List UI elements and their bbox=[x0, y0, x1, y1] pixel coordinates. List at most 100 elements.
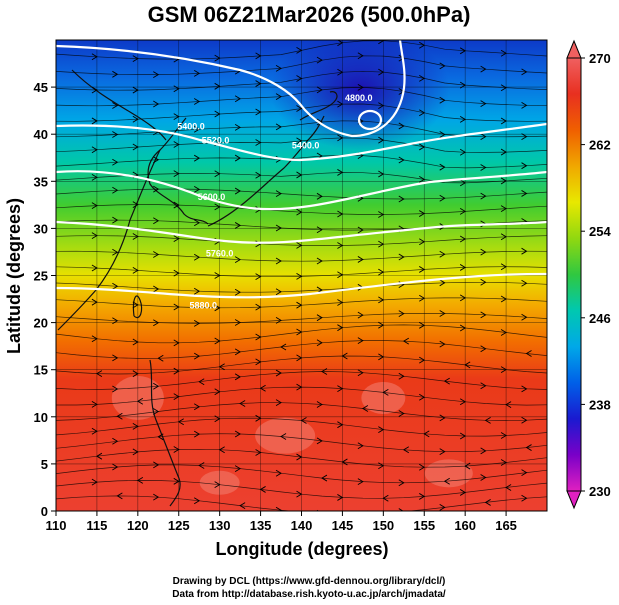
streamline-arrow bbox=[132, 423, 139, 430]
streamline-arrow bbox=[378, 102, 385, 110]
streamline-arrow bbox=[398, 508, 404, 511]
streamline bbox=[56, 87, 547, 107]
streamline-arrow bbox=[480, 133, 487, 141]
streamline-arrow bbox=[112, 216, 119, 224]
korea-coast bbox=[147, 117, 209, 225]
streamline-arrow bbox=[153, 493, 160, 501]
y-tick-label: 10 bbox=[34, 410, 48, 425]
streamline-arrow bbox=[153, 319, 160, 327]
streamline-arrow bbox=[234, 154, 241, 162]
streamline-arrow bbox=[480, 345, 487, 353]
streamline-arrow bbox=[459, 324, 467, 332]
mainland-coast bbox=[71, 69, 167, 141]
streamline-arrow bbox=[91, 427, 98, 435]
streamline-arrow bbox=[459, 398, 467, 406]
streamline bbox=[56, 495, 547, 511]
streamline-arrow bbox=[521, 101, 528, 109]
streamline-arrow bbox=[275, 399, 282, 407]
y-axis-ticks: 0 5 10 15 20 25 30 35 40 45 bbox=[34, 80, 56, 519]
streamline-arrow bbox=[193, 185, 201, 193]
streamline-arrow bbox=[112, 385, 119, 393]
streamline-arrow bbox=[153, 461, 160, 469]
streamline-arrow bbox=[439, 96, 446, 104]
streamline-arrow bbox=[439, 250, 446, 258]
streamline-arrow bbox=[316, 401, 323, 408]
colorbar-max-arrow bbox=[566, 39, 582, 59]
streamline-arrow bbox=[153, 382, 160, 390]
contour-label: 5600.0 bbox=[198, 192, 226, 202]
contour-label: 5400.0 bbox=[177, 121, 205, 131]
streamline-arrow bbox=[439, 62, 446, 70]
streamline-arrow bbox=[357, 311, 364, 319]
streamline-arrow bbox=[521, 279, 528, 287]
streamline-arrow bbox=[214, 388, 221, 396]
streamline-arrow bbox=[398, 156, 405, 164]
streamline-arrow bbox=[500, 205, 507, 213]
streamline-arrow bbox=[153, 217, 160, 225]
x-tick-label: 140 bbox=[291, 518, 313, 533]
streamline-arrow bbox=[321, 474, 328, 482]
streamline-arrow bbox=[316, 314, 323, 322]
streamline-arrow bbox=[91, 478, 98, 486]
streamline bbox=[56, 154, 547, 169]
streamline-arrow bbox=[234, 430, 241, 438]
streamline bbox=[56, 281, 547, 293]
streamline-arrow bbox=[378, 40, 385, 45]
contour-5600 bbox=[56, 170, 547, 211]
streamline-arrow bbox=[112, 282, 119, 290]
streamline-arrow bbox=[234, 123, 241, 131]
streamline-arrow bbox=[173, 113, 180, 121]
streamline-arrow bbox=[173, 269, 180, 277]
streamline-arrow bbox=[419, 463, 426, 471]
streamline-arrow bbox=[280, 433, 287, 440]
contour-5880 bbox=[56, 272, 547, 299]
streamline-arrow bbox=[132, 55, 139, 62]
streamline-arrow bbox=[255, 171, 262, 179]
streamline-arrow bbox=[214, 54, 221, 62]
contour-5760 bbox=[56, 220, 547, 244]
streamline-arrow bbox=[366, 510, 369, 511]
streamline-arrow bbox=[296, 453, 303, 461]
streamline-arrow bbox=[521, 385, 528, 393]
footer-data-source: Data from http://database.rish.kyoto-u.a… bbox=[172, 589, 446, 600]
streamline-arrow bbox=[439, 310, 446, 317]
streamline-arrow bbox=[357, 226, 364, 234]
streamline-arrow bbox=[173, 303, 180, 311]
y-tick-label: 35 bbox=[34, 174, 48, 189]
streamline-arrow bbox=[255, 449, 262, 456]
streamline-arrow bbox=[505, 401, 512, 408]
streamline-arrow bbox=[112, 158, 119, 166]
streamline-arrow bbox=[521, 247, 528, 255]
streamline-arrow bbox=[480, 100, 487, 107]
streamline-arrow bbox=[296, 242, 303, 249]
streamline-arrow bbox=[173, 85, 180, 93]
streamline-arrow bbox=[132, 448, 139, 456]
streamline-arrow bbox=[337, 68, 344, 76]
colorbar-tick-label: 270 bbox=[589, 51, 611, 66]
streamline-arrow bbox=[275, 190, 282, 198]
streamline-arrow bbox=[337, 324, 344, 332]
streamline-arrow bbox=[112, 186, 119, 194]
streamline-arrow bbox=[357, 52, 364, 60]
streamline-arrow bbox=[337, 242, 344, 249]
streamline-arrow bbox=[484, 499, 491, 506]
streamline-arrow bbox=[296, 383, 303, 391]
streamline-arrow bbox=[439, 503, 446, 511]
streamline-arrow bbox=[378, 268, 385, 276]
streamline-arrow bbox=[337, 421, 344, 429]
streamline-arrow bbox=[296, 208, 303, 216]
streamline-arrow bbox=[193, 98, 201, 105]
streamline-arrow bbox=[214, 82, 221, 90]
streamline-arrow bbox=[525, 350, 532, 357]
x-tick-label: 145 bbox=[332, 518, 354, 533]
streamline bbox=[56, 433, 547, 453]
colorbar-ticks: 230 238 246 254 262 270 bbox=[581, 51, 611, 499]
wind-streamlines bbox=[56, 40, 547, 511]
streamline-arrow bbox=[132, 115, 139, 123]
streamline-arrow bbox=[198, 462, 205, 469]
streamline-arrow bbox=[525, 444, 532, 451]
streamline-arrow bbox=[337, 100, 344, 108]
streamline-arrow bbox=[91, 335, 98, 343]
streamline-arrow bbox=[316, 118, 323, 126]
